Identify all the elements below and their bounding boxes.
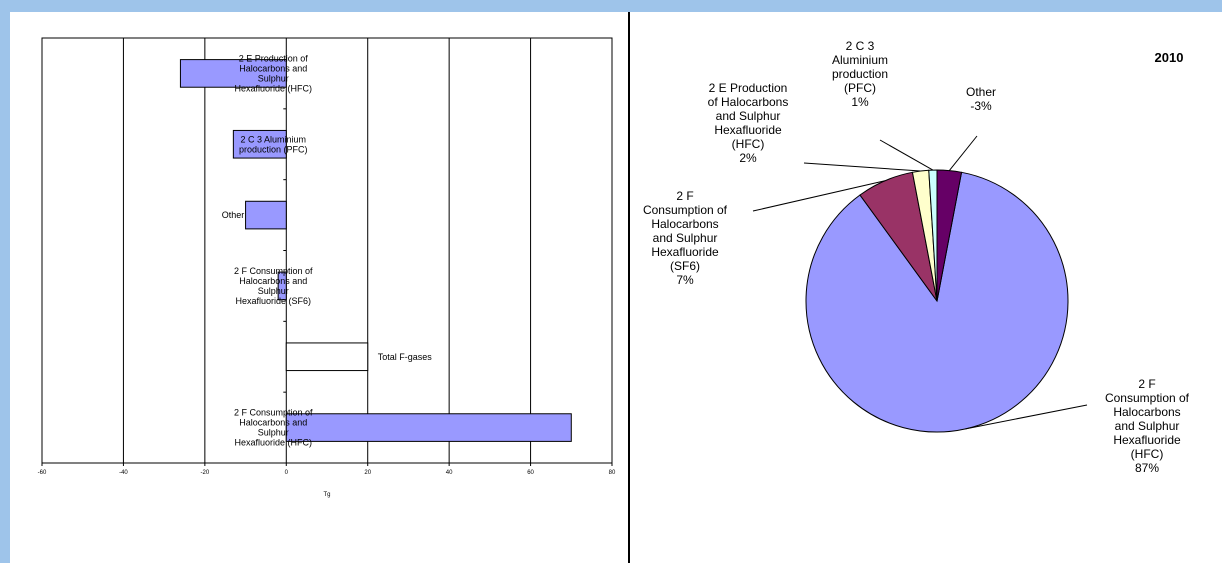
pie-chart-panel: 2010 2 F Consumption of Halocarbons and Sulp… [632, 12, 1222, 563]
pie-label-1-2: Halocarbons [651, 217, 718, 231]
x-tick-label-7: 80 [609, 470, 616, 476]
pie-label-2-2: and Sulphur [716, 109, 781, 123]
bar-label-0-2: Sulphur [258, 73, 289, 83]
pie-label-2-3: Hexafluoride [714, 123, 782, 137]
x-tick-label-2: -20 [201, 470, 210, 476]
x-tick-label-3: 0 [285, 470, 289, 476]
pie-label-0-6: 87% [1135, 461, 1159, 475]
leader-line-0 [965, 404, 1088, 430]
x-tick-label-0: -60 [38, 470, 47, 476]
pie-label-0-2: Halocarbons [1113, 405, 1180, 419]
plot-area [41, 37, 613, 464]
pie-label-2-0: 2 E Production [709, 81, 788, 95]
bar-label-3-1: Halocarbons and [239, 276, 307, 286]
pie-title: 2010 [1155, 50, 1184, 65]
pie-label-3-2: production [832, 67, 888, 81]
bar-1 [232, 129, 287, 159]
bar-label-1-1: production (PFC) [239, 144, 308, 154]
panel-divider [628, 12, 630, 563]
pie-label-0-1: Consumption of [1105, 391, 1190, 405]
leader-line-3 [879, 139, 934, 171]
pie-label-0-5: (HFC) [1131, 447, 1164, 461]
bar-3 [277, 271, 287, 301]
pie-label-3-4: 1% [851, 95, 869, 109]
bar-label-0-0: 2 E Production of [239, 53, 309, 63]
pie-label-3-3: (PFC) [844, 81, 876, 95]
leader-line-1 [752, 180, 886, 212]
bar-chart-panel: -60 -40 -20 0 20 40 60 80 Tg 2 E Production of Hal… [12, 12, 626, 563]
leader-line-4 [948, 135, 978, 171]
bar-label-1-0: 2 C 3 Aluminium [241, 134, 307, 144]
x-tick-label-4: 20 [364, 470, 371, 476]
pie-label-4-0: Other [966, 85, 996, 99]
pie-label-1-3: and Sulphur [653, 231, 718, 245]
x-axis-label: Tg [323, 492, 330, 498]
leader-line-2 [803, 162, 921, 172]
pie-label-1-1: Consumption of [643, 203, 728, 217]
bar-label-0-1: Halocarbons and [239, 63, 307, 73]
x-tick-label-1: -40 [119, 470, 128, 476]
pie-label-2-5: 2% [739, 151, 757, 165]
pie-label-3-0: 2 C 3 [846, 39, 875, 53]
bar-5 [285, 413, 572, 442]
pie-label-4-1: -3% [970, 99, 992, 113]
bar-label-2-0: Other [222, 210, 245, 220]
pie-label-0-0: 2 F [1138, 377, 1155, 391]
pie-label-0-4: Hexafluoride [1113, 433, 1181, 447]
bar-label-5-2: Sulphur [258, 428, 289, 438]
bar-label-3-3: Hexafluoride (SF6) [236, 296, 312, 306]
pie-label-1-5: (SF6) [670, 259, 700, 273]
pie-label-1-6: 7% [676, 273, 694, 287]
bar-2 [245, 200, 287, 230]
x-tick-label-6: 60 [527, 470, 534, 476]
bar-label-5-3: Hexafluoride (HFC) [235, 438, 313, 448]
pie-label-0-3: and Sulphur [1115, 419, 1180, 433]
bar-label-5-1: Halocarbons and [239, 418, 307, 428]
bar-label-3-2: Sulphur [258, 286, 289, 296]
pie-label-2-1: of Halocarbons [708, 95, 789, 109]
pie-label-1-0: 2 F [676, 189, 693, 203]
pie-label-3-1: Aluminium [832, 53, 888, 67]
bar-4 [285, 342, 369, 372]
bar-label-4-0: Total F-gases [378, 352, 433, 362]
bar-label-3-0: 2 F Consumption of [234, 266, 313, 276]
bar-label-0-3: Hexafluoride (HFC) [235, 83, 313, 93]
bar-0 [179, 59, 287, 88]
pie-label-2-4: (HFC) [732, 137, 765, 151]
pie-label-1-4: Hexafluoride [651, 245, 719, 259]
bar-label-5-0: 2 F Consumption of [234, 408, 313, 418]
x-tick-label-5: 40 [446, 470, 453, 476]
